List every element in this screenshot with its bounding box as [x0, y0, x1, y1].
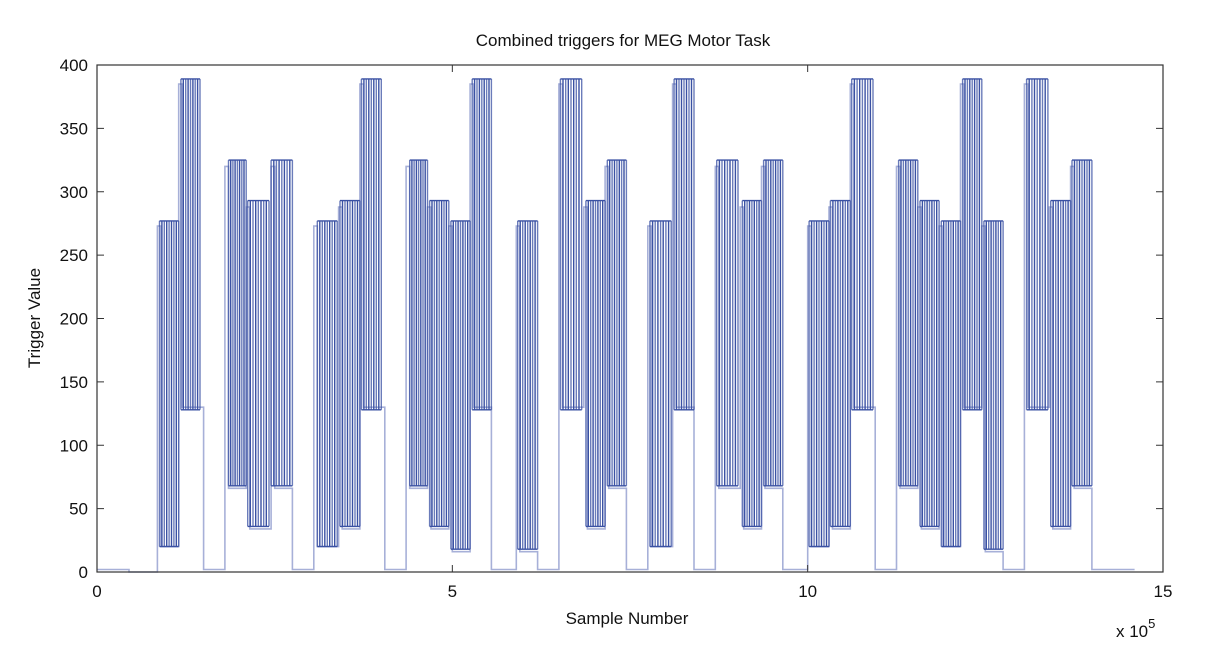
- y-tick-label: 250: [60, 246, 88, 265]
- x-axis-multiplier-base: x 10: [1116, 622, 1148, 641]
- x-axis-label: Sample Number: [566, 609, 689, 628]
- y-tick-label: 0: [79, 563, 88, 582]
- pulse-group-30: [1049, 199, 1072, 528]
- y-axis-label: Trigger Value: [25, 268, 44, 368]
- axis-ticks: 0 50 100 150 200 250 300 350 400 0 5 10 15: [60, 56, 1173, 601]
- pulse-group-12: [517, 220, 539, 550]
- x-tick-label: 15: [1154, 582, 1173, 601]
- pulse-group-14: [585, 199, 606, 528]
- pulse-group-0: [158, 220, 180, 548]
- pulse-group-2: [227, 159, 247, 487]
- y-tick-label: 50: [69, 500, 88, 519]
- pulse-group-1: [180, 78, 201, 411]
- pulse-group-22: [829, 199, 851, 528]
- pulse-group-21: [808, 220, 830, 548]
- plot-marks: [97, 78, 1135, 573]
- pulse-group-11: [471, 78, 493, 411]
- y-tick-label: 300: [60, 183, 88, 202]
- pulse-group-8: [409, 159, 429, 487]
- pulse-group-29: [1025, 78, 1049, 411]
- pulse-group-4: [270, 159, 294, 487]
- y-tick-label: 150: [60, 373, 88, 392]
- pulse-group-17: [673, 78, 695, 411]
- chart-title: Combined triggers for MEG Motor Task: [476, 31, 771, 50]
- pulse-group-25: [919, 199, 940, 528]
- pulse-group-26: [940, 220, 962, 548]
- pulse-group-19: [741, 199, 763, 528]
- series-line-light: [97, 83, 1135, 573]
- pulse-group-16: [649, 220, 672, 548]
- y-tick-label: 350: [60, 119, 88, 138]
- pulse-group-5: [316, 220, 338, 548]
- x-tick-label: 0: [92, 582, 101, 601]
- x-tick-label: 10: [798, 582, 817, 601]
- pulse-group-10: [450, 220, 471, 550]
- y-tick-label: 200: [60, 310, 88, 329]
- pulse-group-13: [559, 78, 583, 411]
- pulse-group-27: [961, 78, 983, 411]
- pulse-group-23: [851, 78, 874, 411]
- x-axis-multiplier: x 105: [1116, 616, 1155, 641]
- pulse-group-28: [983, 220, 1004, 550]
- pulse-group-6: [339, 199, 361, 528]
- y-tick-label: 400: [60, 56, 88, 75]
- pulse-group-31: [1071, 159, 1093, 487]
- x-tick-label: 5: [448, 582, 457, 601]
- pulse-group-18: [716, 159, 739, 487]
- pulse-group-24: [897, 159, 919, 487]
- pulse-group-20: [762, 159, 784, 487]
- x-axis-multiplier-exponent: 5: [1148, 616, 1155, 631]
- pulse-group-3: [246, 199, 270, 528]
- y-tick-label: 100: [60, 436, 88, 455]
- pulse-group-7: [360, 78, 382, 411]
- pulse-group-9: [428, 199, 450, 528]
- pulse-group-15: [606, 159, 628, 487]
